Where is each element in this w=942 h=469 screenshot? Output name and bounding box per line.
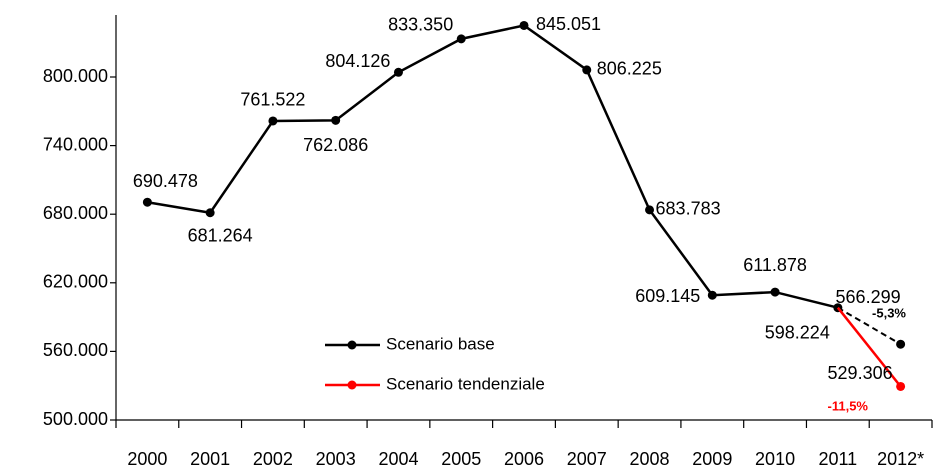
point <box>770 287 780 297</box>
data-label: 833.350 <box>388 15 453 35</box>
series-line-dashed <box>837 306 902 346</box>
point <box>896 339 906 349</box>
x-tick-label: 2008 <box>630 449 670 469</box>
data-label: 529.306 <box>828 363 893 383</box>
y-tick-label: 500.000 <box>43 409 108 429</box>
data-label: 681.264 <box>188 226 253 246</box>
data-label: 598.224 <box>765 322 830 342</box>
point <box>142 197 152 207</box>
x-tick-label: 2001 <box>190 449 230 469</box>
data-label: 611.878 <box>743 255 807 275</box>
data-label: 609.145 <box>635 286 700 306</box>
y-tick-label: 800.000 <box>43 66 108 86</box>
y-tick-label: 740.000 <box>43 134 108 154</box>
data-label: 845.051 <box>536 14 601 34</box>
point <box>519 20 529 30</box>
legend-marker <box>347 340 357 350</box>
data-label: 804.126 <box>325 51 390 71</box>
point <box>456 34 466 44</box>
x-tick-label: 2007 <box>567 449 607 469</box>
y-tick-label: 620.000 <box>43 272 108 292</box>
y-tick-label: 680.000 <box>43 203 108 223</box>
point <box>582 65 592 75</box>
x-tick-label: 2003 <box>316 449 356 469</box>
data-label: 683.783 <box>656 199 721 219</box>
y-tick-label: 560.000 <box>43 340 108 360</box>
data-label: 566.299 <box>836 287 901 307</box>
x-tick-label: 2010 <box>755 449 795 469</box>
x-tick-label: 2004 <box>378 449 418 469</box>
x-tick-label: 2012* <box>877 449 924 469</box>
legend-label: Scenario base <box>386 334 495 353</box>
data-label: 690.478 <box>133 171 198 191</box>
point <box>645 205 655 215</box>
x-tick-label: 2011 <box>818 449 857 469</box>
x-tick-label: 2006 <box>504 449 544 469</box>
data-label: 761.522 <box>240 90 305 110</box>
x-tick-label: 2009 <box>692 449 732 469</box>
point <box>268 116 278 126</box>
series-line <box>147 24 839 309</box>
x-tick-label: 2000 <box>127 449 167 469</box>
point <box>707 290 717 300</box>
point <box>896 381 906 391</box>
data-label: 806.225 <box>597 59 662 79</box>
annotation: -11,5% <box>828 398 869 413</box>
legend-label: Scenario tendenziale <box>386 374 545 393</box>
x-tick-label: 2002 <box>253 449 293 469</box>
point <box>331 115 341 125</box>
data-label: 762.086 <box>303 135 368 155</box>
point <box>393 67 403 77</box>
annotation: -5,3% <box>872 305 906 320</box>
series-line <box>836 306 902 388</box>
x-tick-label: 2005 <box>441 449 481 469</box>
legend-marker <box>347 380 357 390</box>
point <box>205 208 215 218</box>
